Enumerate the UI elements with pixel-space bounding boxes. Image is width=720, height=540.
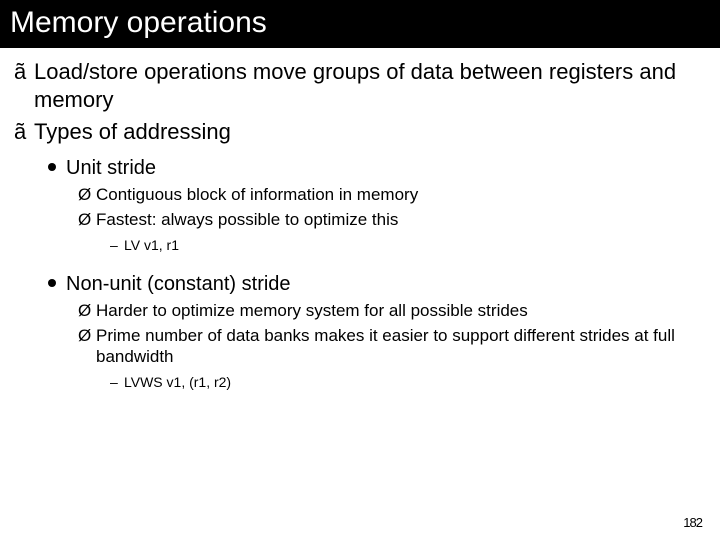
bullet-lvl3: Ø Fastest: always possible to optimize t… [78,209,706,230]
bullet-lvl4: – LV v1, r1 [110,236,706,254]
bullet-text: Prime number of data banks makes it easi… [96,325,706,367]
page-number: 182 [683,515,702,530]
bullet-text: Unit stride [66,156,156,180]
title-bar: Memory operations [0,0,720,48]
bullet-lvl1: ã Load/store operations move groups of d… [14,58,706,114]
bullet-glyph-lvl1: ã [14,118,34,146]
disc-icon [48,272,66,287]
bullet-glyph-lvl3: Ø [78,300,96,321]
bullet-lvl1: ã Types of addressing [14,118,706,146]
bullet-glyph-lvl4: – [110,236,124,254]
bullet-text: Contiguous block of information in memor… [96,184,418,205]
bullet-glyph-lvl3: Ø [78,184,96,205]
bullet-text: Types of addressing [34,118,231,146]
disc-icon [48,156,66,171]
bullet-glyph-lvl3: Ø [78,209,96,230]
code-text: LV v1, r1 [124,236,179,254]
bullet-lvl2: Unit stride [48,156,706,180]
bullet-text: Load/store operations move groups of dat… [34,58,706,114]
bullet-text: Fastest: always possible to optimize thi… [96,209,398,230]
bullet-lvl3: Ø Harder to optimize memory system for a… [78,300,706,321]
bullet-glyph-lvl1: ã [14,58,34,86]
bullet-lvl3: Ø Contiguous block of information in mem… [78,184,706,205]
bullet-text: Harder to optimize memory system for all… [96,300,528,321]
bullet-lvl2: Non-unit (constant) stride [48,272,706,296]
slide-title: Memory operations [10,6,710,40]
bullet-lvl3: Ø Prime number of data banks makes it ea… [78,325,706,367]
bullet-lvl4: – LVWS v1, (r1, r2) [110,373,706,391]
bullet-text: Non-unit (constant) stride [66,272,291,296]
code-text: LVWS v1, (r1, r2) [124,373,231,391]
bullet-glyph-lvl3: Ø [78,325,96,346]
bullet-glyph-lvl4: – [110,373,124,391]
slide-content: ã Load/store operations move groups of d… [0,48,720,391]
